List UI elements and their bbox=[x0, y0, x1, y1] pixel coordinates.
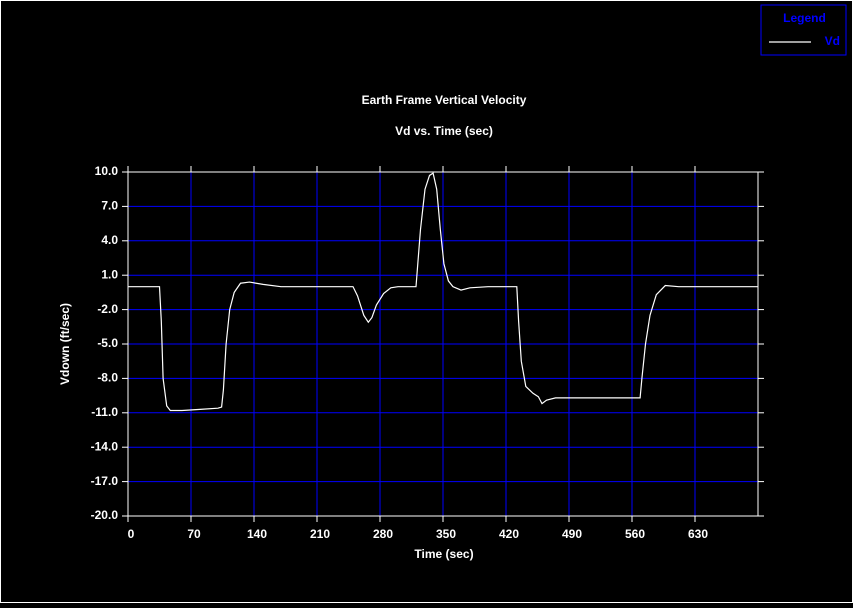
data-line bbox=[128, 172, 758, 412]
x-tick-label: 350 bbox=[436, 527, 456, 541]
y-axis-label: Vdown (ft/sec) bbox=[58, 303, 72, 385]
y-tick-label: -2.0 bbox=[97, 302, 118, 316]
y-tick-label: -11.0 bbox=[91, 405, 118, 419]
x-tick-label: 210 bbox=[310, 527, 330, 541]
x-tick-label: 0 bbox=[128, 527, 135, 541]
x-tick-label: 560 bbox=[625, 527, 645, 541]
x-axis-label: Time (sec) bbox=[414, 547, 473, 561]
legend-title: Legend bbox=[783, 11, 826, 25]
y-tick-label: -8.0 bbox=[97, 371, 118, 385]
x-tick-label: 630 bbox=[688, 527, 708, 541]
y-tick-label: -17.0 bbox=[91, 474, 119, 488]
y-tick-label: -5.0 bbox=[97, 336, 118, 350]
y-tick-label: 10.0 bbox=[95, 164, 119, 178]
x-tick-label: 280 bbox=[373, 527, 393, 541]
y-tick-label: 1.0 bbox=[101, 267, 118, 281]
y-tick-label: -20.0 bbox=[91, 508, 119, 522]
chart-subtitle: Vd vs. Time (sec) bbox=[395, 124, 493, 138]
x-tick-label: 140 bbox=[247, 527, 267, 541]
legend-label: Vd bbox=[825, 34, 840, 48]
x-tick-label: 490 bbox=[562, 527, 582, 541]
y-tick-label: -14.0 bbox=[91, 439, 119, 453]
x-tick-label: 70 bbox=[187, 527, 201, 541]
chart-title: Earth Frame Vertical Velocity bbox=[362, 93, 527, 107]
legend-box bbox=[760, 4, 847, 56]
y-tick-label: 7.0 bbox=[101, 199, 118, 213]
y-tick-label: 4.0 bbox=[101, 233, 118, 247]
plot-border bbox=[127, 171, 759, 517]
x-tick-label: 420 bbox=[499, 527, 519, 541]
